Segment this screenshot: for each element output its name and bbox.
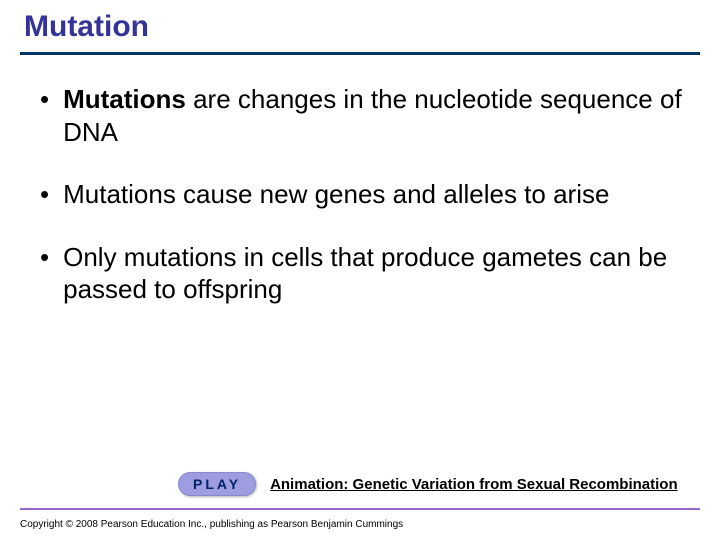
footer-rule (20, 508, 700, 510)
bullet-item: • Mutations cause new genes and alleles … (40, 178, 700, 211)
play-button[interactable]: PLAY (178, 472, 256, 496)
copyright-text: Copyright © 2008 Pearson Education Inc.,… (20, 519, 403, 530)
bullet-text: Mutations cause new genes and alleles to… (63, 178, 700, 211)
slide-title: Mutation (20, 10, 700, 44)
slide: Mutation • Mutations are changes in the … (0, 0, 720, 540)
bullet-text: Only mutations in cells that produce gam… (63, 241, 700, 306)
bullet-dot: • (40, 178, 49, 211)
bullet-text: Mutations are changes in the nucleotide … (63, 83, 700, 148)
play-caption[interactable]: Animation: Genetic Variation from Sexual… (270, 476, 678, 493)
play-row: PLAY Animation: Genetic Variation from S… (178, 472, 678, 496)
bullet-item: • Only mutations in cells that produce g… (40, 241, 700, 306)
bullet-item: • Mutations are changes in the nucleotid… (40, 83, 700, 148)
bullet-rest: Mutations cause new genes and alleles to… (63, 179, 609, 209)
bullet-rest: Only mutations in cells that produce gam… (63, 242, 667, 305)
bullet-bold: Mutations (63, 84, 186, 114)
content-area: • Mutations are changes in the nucleotid… (20, 83, 700, 306)
bullet-dot: • (40, 241, 49, 274)
title-rule (20, 52, 700, 55)
bullet-dot: • (40, 83, 49, 116)
